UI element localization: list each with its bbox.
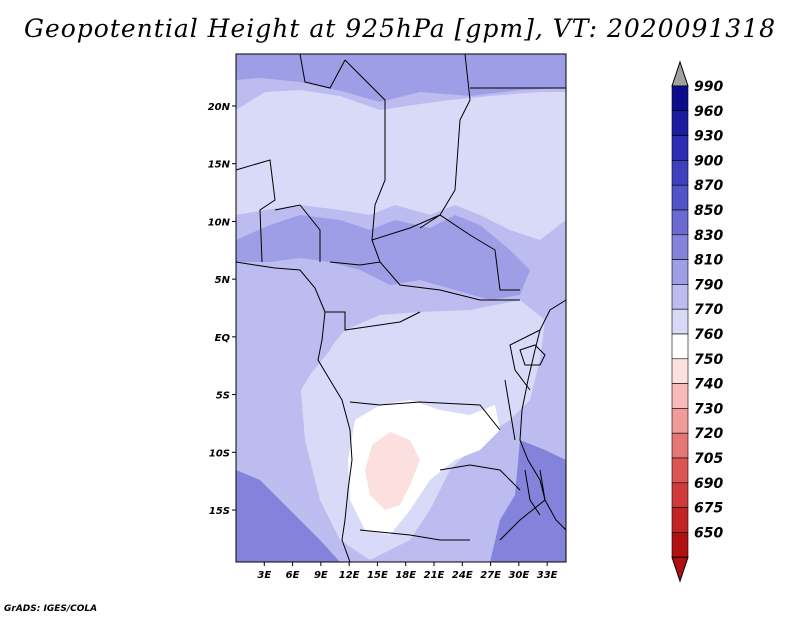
colorbar-swatch — [671, 308, 689, 335]
field-810-north — [236, 54, 566, 102]
colorbar-label: 810 — [694, 253, 723, 269]
colorbar-label: 790 — [694, 277, 723, 293]
field-790-coast — [236, 262, 340, 440]
colorbar-swatch — [671, 184, 689, 211]
lon-label: 15E — [367, 570, 388, 581]
lon-label: 18E — [395, 570, 416, 581]
colorbar-label: 740 — [694, 377, 723, 393]
lon-label: 24E — [452, 570, 473, 581]
lat-label: 20N — [208, 102, 231, 113]
lat-label: 15S — [209, 506, 230, 517]
border-12 — [359, 529, 470, 541]
lat-label: 15N — [208, 160, 231, 171]
border-6 — [274, 204, 321, 262]
colorbar-label: 730 — [694, 401, 723, 417]
border-13 — [499, 469, 546, 541]
border-2 — [344, 59, 386, 263]
colorbar-swatch — [671, 85, 689, 112]
colorbar-label: 720 — [694, 426, 723, 442]
colorbar-swatch — [671, 284, 689, 310]
colorbar-swatch — [671, 507, 689, 533]
map-area: 20N 15N 10N 5N EQ 5S 10S 15S 3E 6E 9E 12E 15E 18E 21E… — [208, 53, 567, 581]
colorbar-label: 870 — [694, 178, 723, 194]
border-9 — [325, 311, 421, 331]
colorbar-label: 750 — [694, 352, 723, 368]
colorbar-label: 900 — [694, 153, 723, 169]
axis-ticks — [232, 105, 548, 566]
colorbar-over-triangle — [671, 60, 689, 87]
colorbar-swatch — [671, 383, 689, 409]
colorbar-swatch — [671, 482, 689, 508]
colorbar-label: 830 — [694, 228, 723, 244]
border-10 — [349, 401, 501, 431]
border-8 — [329, 261, 520, 301]
colorbar-swatch — [671, 432, 689, 459]
lat-label: EQ — [215, 333, 231, 344]
lat-label: 10S — [209, 448, 230, 459]
lon-label: 6E — [286, 570, 300, 581]
lon-label: 30E — [508, 570, 529, 581]
colorbar-label: 930 — [694, 129, 723, 145]
lat-label: 10N — [208, 217, 231, 228]
colorbar-swatch — [671, 110, 689, 136]
coastlines-borders — [235, 53, 567, 563]
colorbar-label: 850 — [694, 203, 723, 219]
field-750-angola — [365, 432, 420, 510]
colorbar-swatch — [671, 209, 689, 236]
lake-malawi — [524, 469, 541, 516]
colorbar-swatch — [671, 234, 689, 260]
colorbar-swatch — [671, 259, 689, 285]
colorbar-swatch — [671, 532, 689, 558]
colorbar-swatch — [671, 333, 689, 360]
field-810-central — [236, 215, 530, 300]
colorbar-label: 760 — [694, 327, 723, 343]
colorbar-label: 650 — [694, 525, 723, 541]
latitude-labels: 20N 15N 10N 5N EQ 5S 10S 15S — [208, 102, 231, 517]
lake-victoria — [519, 344, 546, 366]
lat-label: 5N — [215, 275, 231, 286]
colorbar-label: 705 — [694, 451, 723, 467]
colorbar-swatch — [671, 457, 689, 484]
border-7 — [371, 214, 520, 291]
lat-label: 5S — [216, 391, 230, 402]
border-3 — [419, 53, 471, 229]
colorbar-under-triangle — [671, 556, 689, 583]
lon-label: 9E — [314, 570, 328, 581]
colorbar-swatch — [671, 160, 689, 186]
colorbar-swatch — [671, 358, 689, 384]
colorbar-label: 990 — [694, 79, 723, 95]
longitude-labels: 3E 6E 9E 12E 15E 18E 21E 24E 27E 30E 33E — [257, 570, 557, 581]
colorbar-label: 675 — [694, 501, 723, 517]
border-5 — [235, 159, 276, 263]
lon-label: 3E — [257, 570, 271, 581]
border-1 — [299, 53, 346, 89]
lon-label: 33E — [537, 570, 558, 581]
east-coastline — [519, 299, 567, 531]
colorbar-swatch — [671, 408, 689, 434]
west-coastline — [235, 261, 353, 563]
colorbar-swatch — [671, 135, 689, 161]
field-830-west — [236, 470, 340, 562]
colorbar-label: 770 — [694, 302, 723, 318]
border-14 — [509, 329, 541, 391]
field-770-north — [236, 90, 566, 240]
lon-label: 12E — [339, 570, 360, 581]
lon-label: 27E — [480, 570, 501, 581]
grads-credit: GrADS: IGES/COLA — [4, 604, 98, 614]
map-frame — [235, 53, 567, 563]
lon-label: 21E — [424, 570, 445, 581]
map-title: Geopotential Height at 925hPa [gpm], VT:… — [23, 14, 777, 43]
colorbar: 990 960 930 900 870 850 830 810 790 770 760 750 740 7… — [671, 60, 723, 583]
lake-tanganyika — [504, 379, 516, 441]
colorbar-label: 690 — [694, 476, 723, 492]
border-11 — [439, 464, 521, 491]
colorbar-label: 960 — [694, 104, 723, 120]
